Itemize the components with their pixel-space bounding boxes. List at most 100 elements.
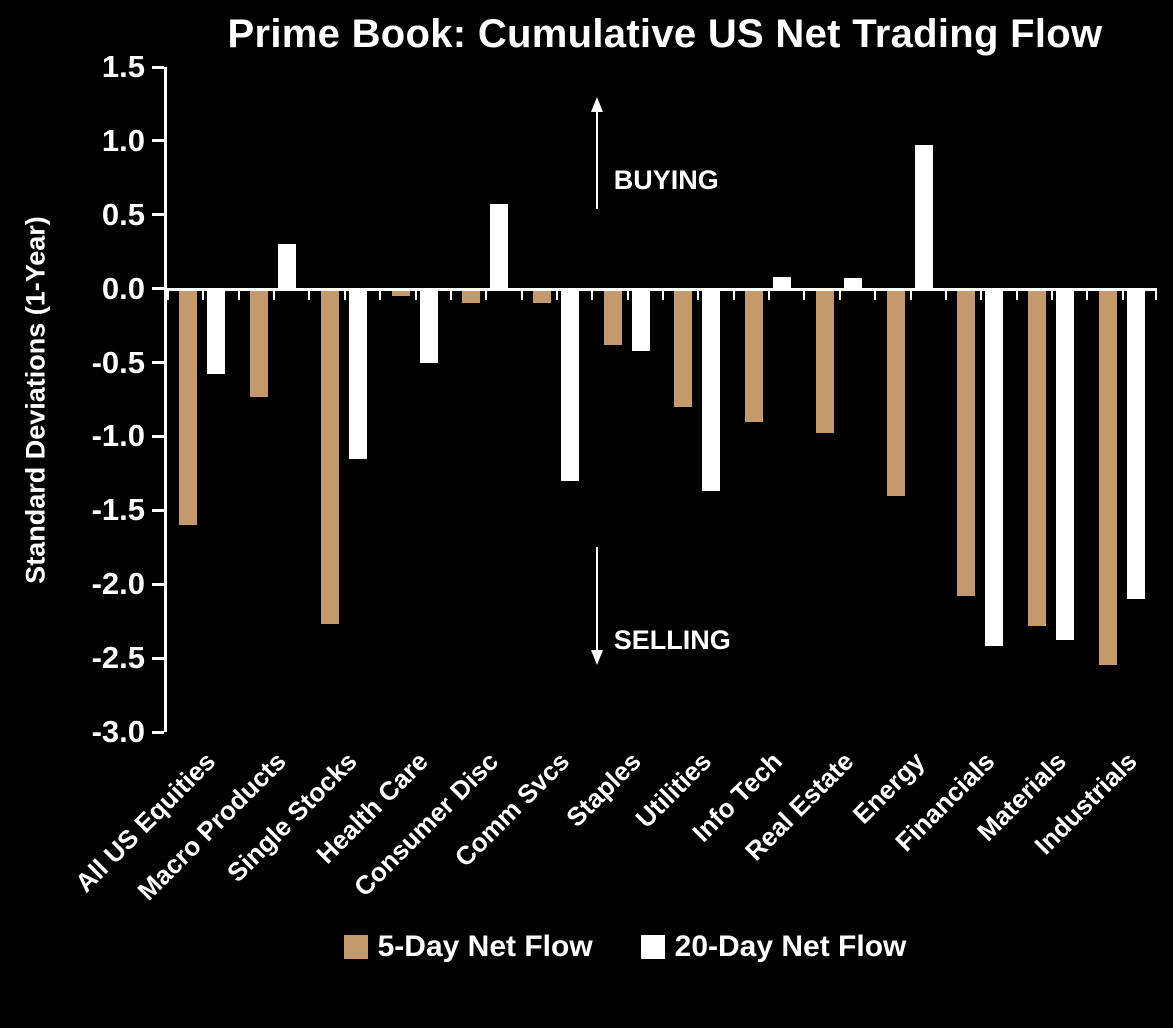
bar-5day-net-flow (462, 288, 481, 304)
category-group (167, 67, 238, 732)
y-tick-label: -1.5 (91, 492, 145, 528)
y-tick-mark (152, 508, 164, 512)
y-tick-label: -2.5 (91, 640, 145, 676)
bar-5day-net-flow (745, 288, 764, 422)
y-tick: -1.0 (92, 418, 164, 454)
x-axis-tick (202, 288, 205, 300)
category-group (308, 67, 379, 732)
buying-label: BUYING (613, 165, 719, 195)
category-group (662, 67, 733, 732)
bar-5day-net-flow (320, 288, 339, 625)
x-axis-tick (1155, 288, 1157, 300)
x-axis-tick (697, 288, 700, 300)
bar-20day-net-flow (773, 276, 792, 289)
y-tick: -3.0 (92, 714, 164, 750)
y-tick-mark (152, 361, 164, 365)
y-tick: 1.0 (102, 123, 164, 159)
x-axis-tick (343, 288, 346, 300)
selling-label: SELLING (613, 625, 731, 655)
x-axis-tick (449, 288, 452, 300)
y-tick-mark (152, 65, 164, 69)
x-axis-tick (838, 288, 841, 300)
bar-20day-net-flow (348, 288, 367, 459)
legend-label: 20-Day Net Flow (674, 930, 907, 963)
bar-20day-net-flow (985, 288, 1004, 647)
y-tick-label: 1.0 (101, 122, 145, 158)
x-axis-tick (803, 288, 806, 300)
bar-20day-net-flow (843, 278, 862, 289)
x-axis-label-slot: Real Estate (739, 732, 873, 930)
down-arrow-icon (590, 547, 603, 665)
bar-5day-net-flow (603, 288, 622, 345)
category-group (803, 67, 874, 732)
x-axis-tick (485, 288, 488, 300)
bar-5day-net-flow (391, 288, 410, 297)
category-group (944, 67, 1016, 732)
y-tick-label: -3.0 (91, 714, 145, 749)
x-axis-tick (944, 288, 947, 300)
category-group (379, 67, 450, 732)
category-group (237, 67, 309, 732)
legend-item: 20-Day Net Flow (640, 930, 907, 964)
y-tick: -1.5 (92, 492, 164, 528)
category-group (1086, 67, 1157, 732)
y-tick-mark (152, 213, 164, 217)
category-group (449, 67, 521, 732)
x-axis-tick (980, 288, 983, 300)
bar-20day-net-flow (278, 244, 297, 289)
y-tick-mark (152, 582, 164, 586)
x-axis-tick (1050, 288, 1053, 300)
y-tick-label: -1.0 (91, 418, 145, 454)
y-tick-mark (152, 434, 164, 438)
category-group (591, 67, 662, 732)
y-tick: 0.5 (102, 197, 164, 233)
y-tick-mark (152, 287, 164, 291)
category-group (874, 67, 945, 732)
up-arrow-icon (590, 97, 603, 209)
x-axis-tick (167, 288, 169, 300)
x-axis-tick (1121, 288, 1124, 300)
x-axis-tick (520, 288, 523, 300)
x-axis-tick (379, 288, 382, 300)
chart-area: Standard Deviations (1-Year) 1.5 1.0 0.5 0.… (12, 49, 1173, 930)
bar-5day-net-flow (532, 288, 551, 304)
bar-5day-net-flow (886, 288, 905, 496)
bar-20day-net-flow (1055, 288, 1074, 641)
x-axis-tick (1015, 288, 1018, 300)
bar-20day-net-flow (490, 204, 509, 289)
legend: 5-Day Net Flow 20-Day Net Flow (12, 930, 1173, 964)
x-axis-tick (591, 288, 594, 300)
bar-groups (167, 67, 1157, 732)
bar-20day-net-flow (914, 145, 933, 289)
y-tick-label: 0.5 (101, 196, 145, 232)
x-axis-labels: All US Equities Macro Products Single Stoc… (69, 732, 1157, 930)
y-tick-label: -0.5 (91, 344, 145, 380)
x-axis-tick (732, 288, 735, 300)
y-tick: -2.5 (92, 640, 164, 676)
legend-item: 5-Day Net Flow (343, 930, 593, 964)
x-axis-tick (308, 288, 311, 300)
chart-plot: BUYING SELLING (164, 67, 1157, 732)
x-axis-tick (237, 288, 240, 300)
x-axis-tick (768, 288, 771, 300)
y-tick: -0.5 (92, 345, 164, 381)
y-tick-mark (152, 656, 164, 660)
legend-swatch (640, 935, 665, 959)
y-tick: 1.5 (102, 49, 164, 85)
y-axis-title-column: Standard Deviations (1-Year) (12, 67, 64, 732)
bar-5day-net-flow (179, 288, 198, 526)
y-tick-mark (152, 730, 164, 734)
x-axis-tick (662, 288, 665, 300)
x-axis-tick (414, 288, 417, 300)
zero-axis-line (167, 287, 1157, 291)
x-axis-tick (909, 288, 912, 300)
bar-20day-net-flow (419, 288, 438, 363)
y-tick-label: -2.0 (91, 566, 145, 602)
x-axis-tick (626, 288, 629, 300)
x-axis-tick (555, 288, 558, 300)
bar-5day-net-flow (815, 288, 834, 434)
legend-label: 5-Day Net Flow (377, 930, 593, 963)
category-group (520, 67, 592, 732)
x-axis-tick (1086, 288, 1089, 300)
bar-5day-net-flow (674, 288, 693, 407)
